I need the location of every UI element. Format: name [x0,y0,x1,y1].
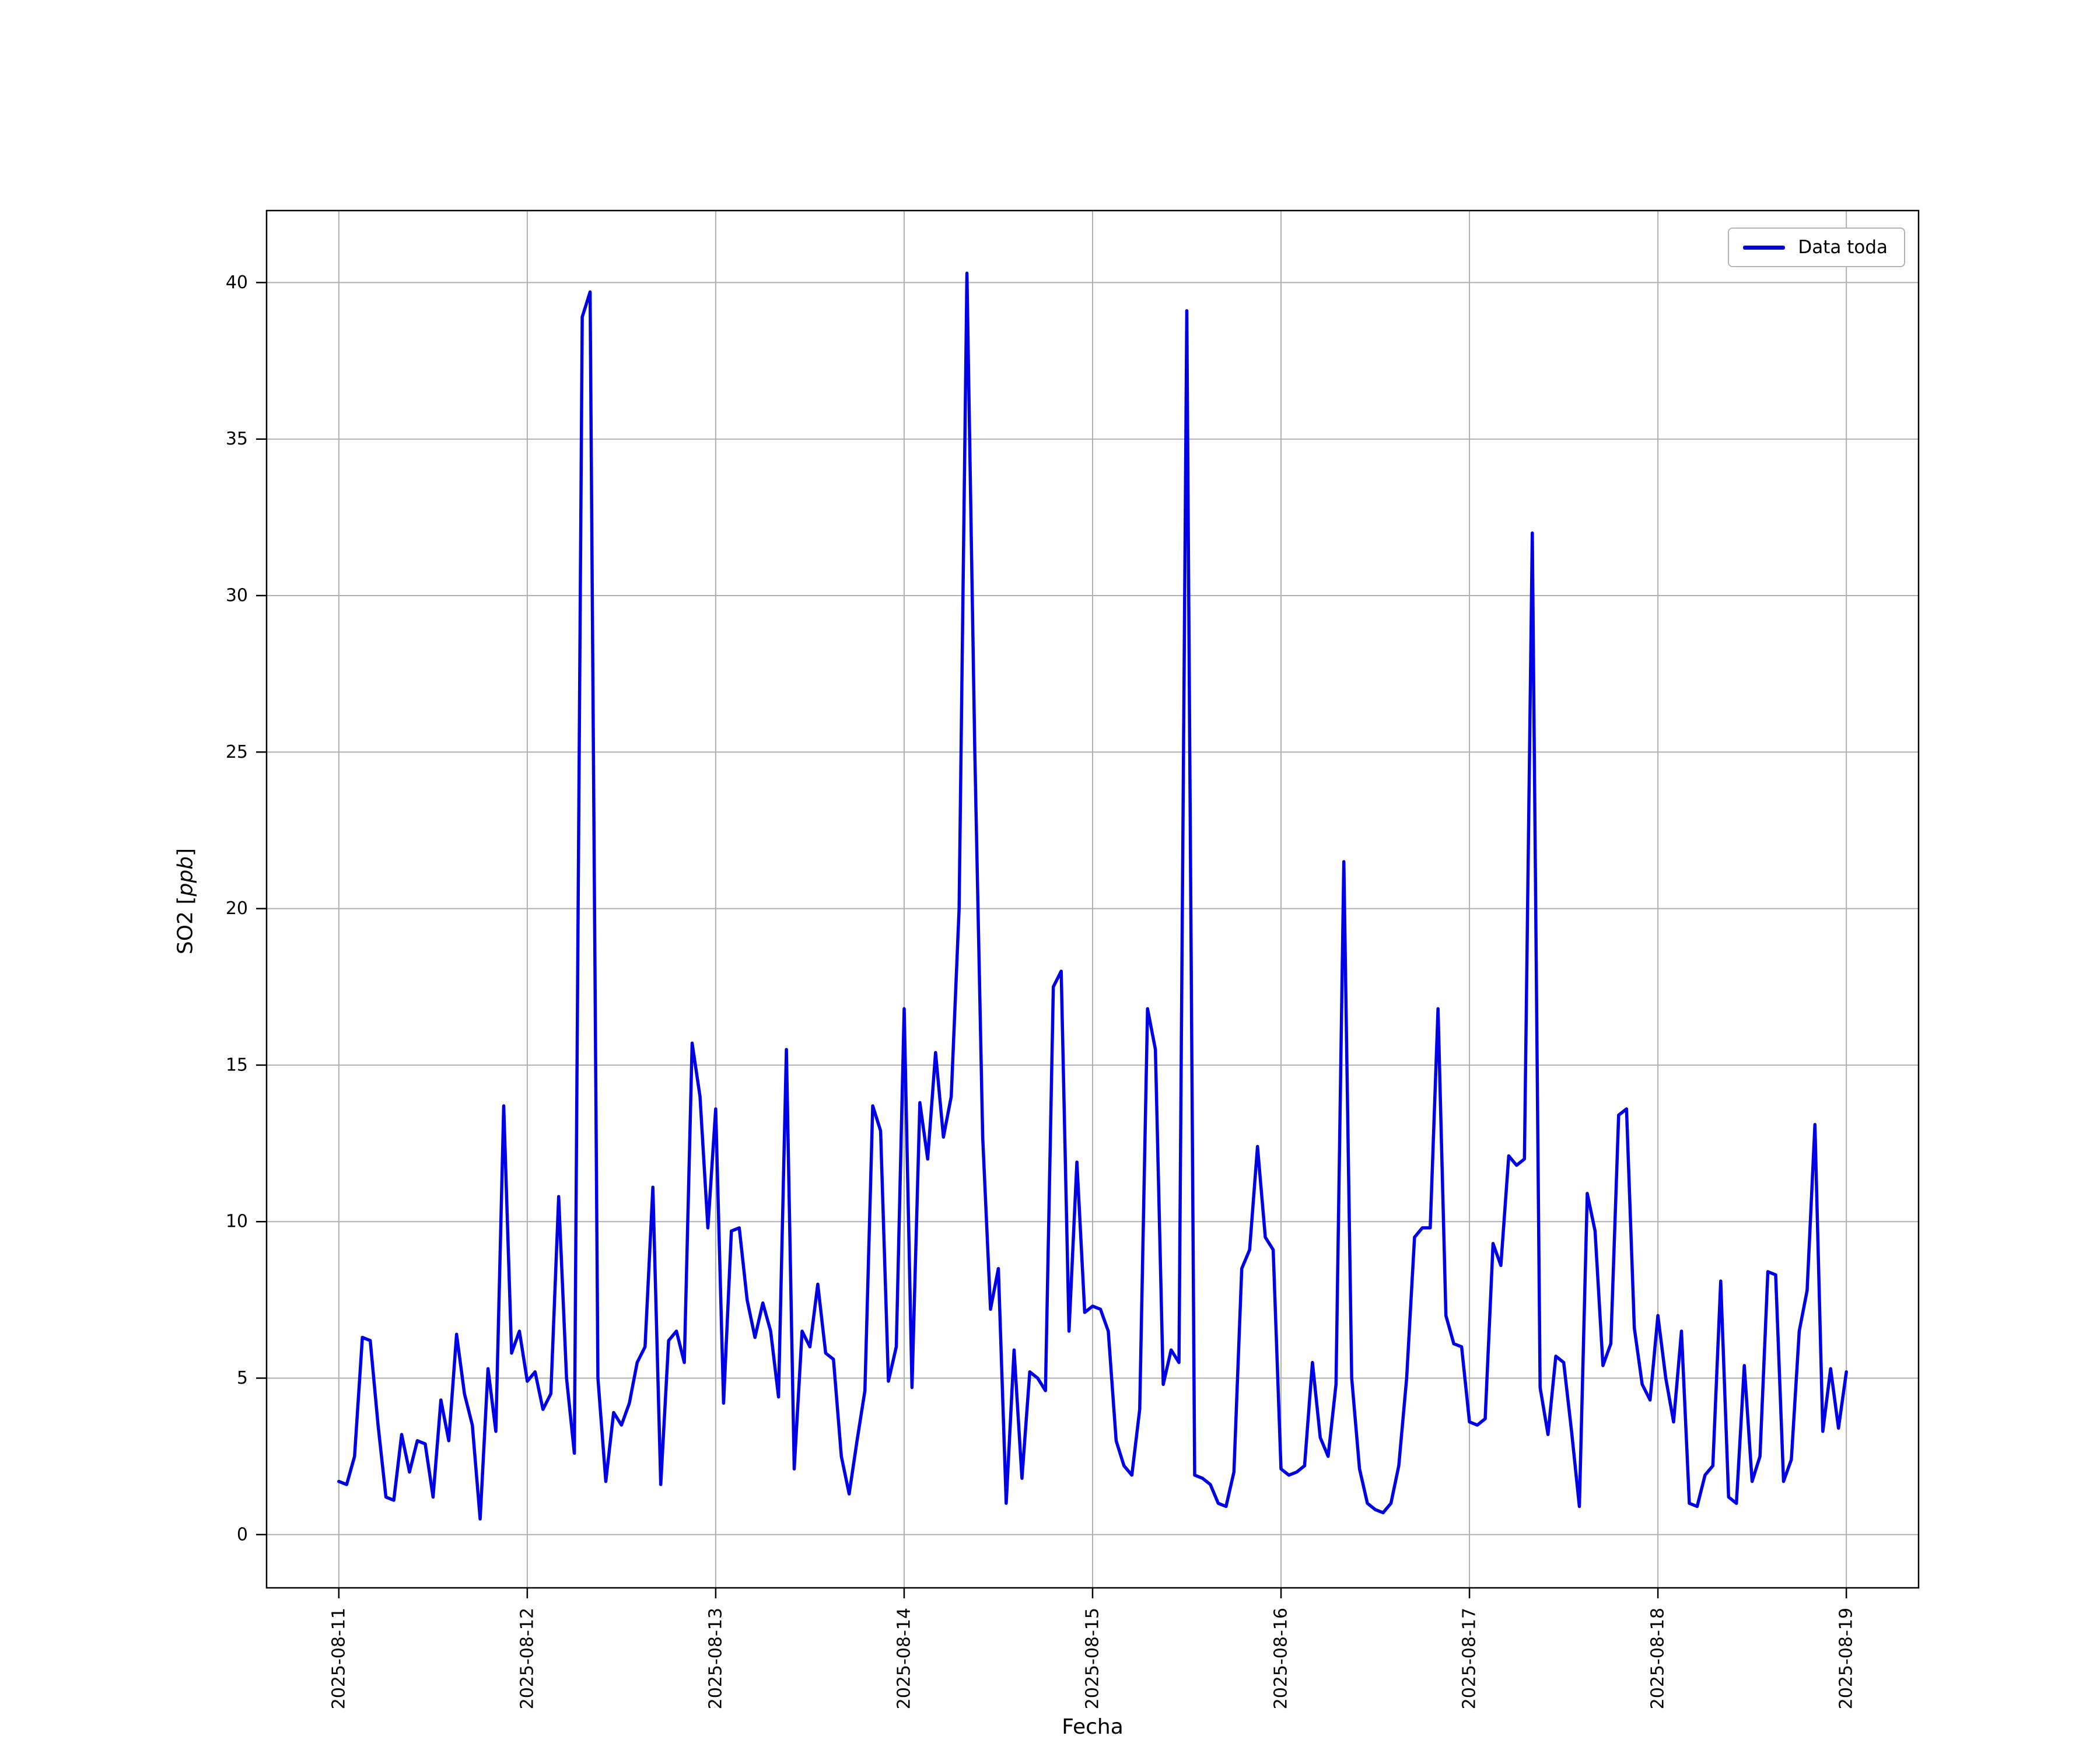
y-tick-label: 35 [226,429,248,449]
y-tick-label: 15 [226,1055,248,1075]
x-tick-label: 2025-08-14 [894,1608,914,1709]
x-tick-label: 2025-08-12 [517,1608,537,1709]
y-tick-label: 10 [226,1212,248,1232]
y-tick-label: 5 [237,1368,248,1388]
x-tick-label: 2025-08-18 [1648,1608,1668,1709]
y-axis-label-suffix: ] [173,848,198,856]
legend-entry-label: Data toda [1798,237,1888,258]
x-tick-label: 2025-08-11 [328,1608,349,1709]
x-tick-label: 2025-08-16 [1271,1608,1292,1709]
y-tick-label: 40 [226,272,248,293]
axis-tick-labels: 0 5 10 15 20 25 30 35 40 2025-08-11 2025-08-12 2025… [226,272,1857,1709]
y-tick-label: 25 [226,742,248,762]
x-axis-label: Fecha [1062,1715,1124,1739]
y-axis-label: SO2 [ppb] [174,848,198,954]
y-tick-label: 30 [226,586,248,606]
y-axis-label-prefix: SO2 [ [173,896,198,955]
axis-ticks [256,282,1847,1598]
legend: Data toda [1728,228,1905,267]
y-axis-label-unit: ppb [173,856,198,897]
x-tick-label: 2025-08-15 [1083,1608,1103,1709]
x-tick-label: 2025-08-19 [1836,1608,1857,1709]
y-tick-label: 20 [226,898,248,919]
grid-lines [267,211,1919,1588]
data-line-series [337,271,1848,1521]
y-tick-label: 0 [237,1524,248,1545]
legend-line-sample [1743,245,1786,250]
x-tick-label: 2025-08-17 [1460,1608,1480,1709]
x-tick-label: 2025-08-13 [705,1608,726,1709]
